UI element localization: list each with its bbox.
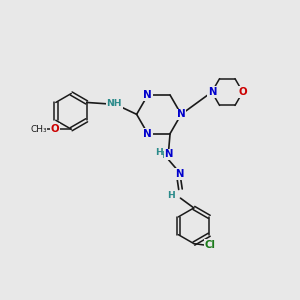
Text: H: H xyxy=(167,191,175,200)
Text: CH₃: CH₃ xyxy=(30,125,47,134)
Text: N: N xyxy=(143,90,152,100)
Text: Cl: Cl xyxy=(205,240,216,250)
Text: NH: NH xyxy=(106,99,122,108)
Text: N: N xyxy=(208,87,216,97)
Text: N: N xyxy=(177,109,186,119)
Text: H: H xyxy=(157,151,165,160)
Text: O: O xyxy=(238,87,247,97)
Text: N: N xyxy=(164,149,173,159)
Text: N: N xyxy=(143,129,152,139)
Text: H: H xyxy=(155,148,163,158)
Text: N: N xyxy=(175,169,183,179)
Text: O: O xyxy=(51,124,59,134)
